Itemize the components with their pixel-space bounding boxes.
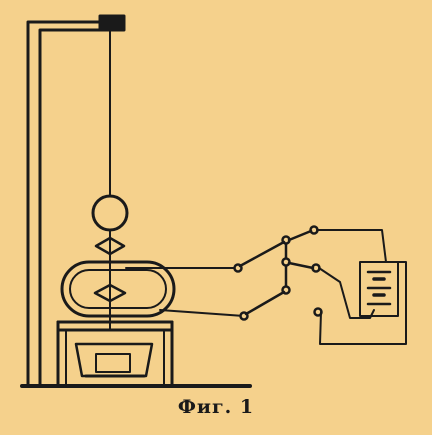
battery bbox=[359, 261, 399, 317]
damping-vessel bbox=[74, 342, 154, 378]
coil bbox=[60, 260, 176, 318]
coil-wires bbox=[125, 267, 245, 317]
pendulum-bob bbox=[91, 194, 129, 232]
beam-clamp bbox=[98, 14, 126, 32]
battery-wires bbox=[316, 229, 407, 345]
lower-diamond bbox=[93, 283, 127, 303]
switch bbox=[233, 225, 323, 321]
pendulum bbox=[91, 29, 129, 331]
stand-frame bbox=[20, 14, 252, 388]
upper-diamond bbox=[94, 236, 126, 256]
damper-table bbox=[56, 320, 174, 388]
damping-plate bbox=[95, 353, 131, 373]
figure-caption: Фиг. 1 bbox=[177, 396, 255, 418]
